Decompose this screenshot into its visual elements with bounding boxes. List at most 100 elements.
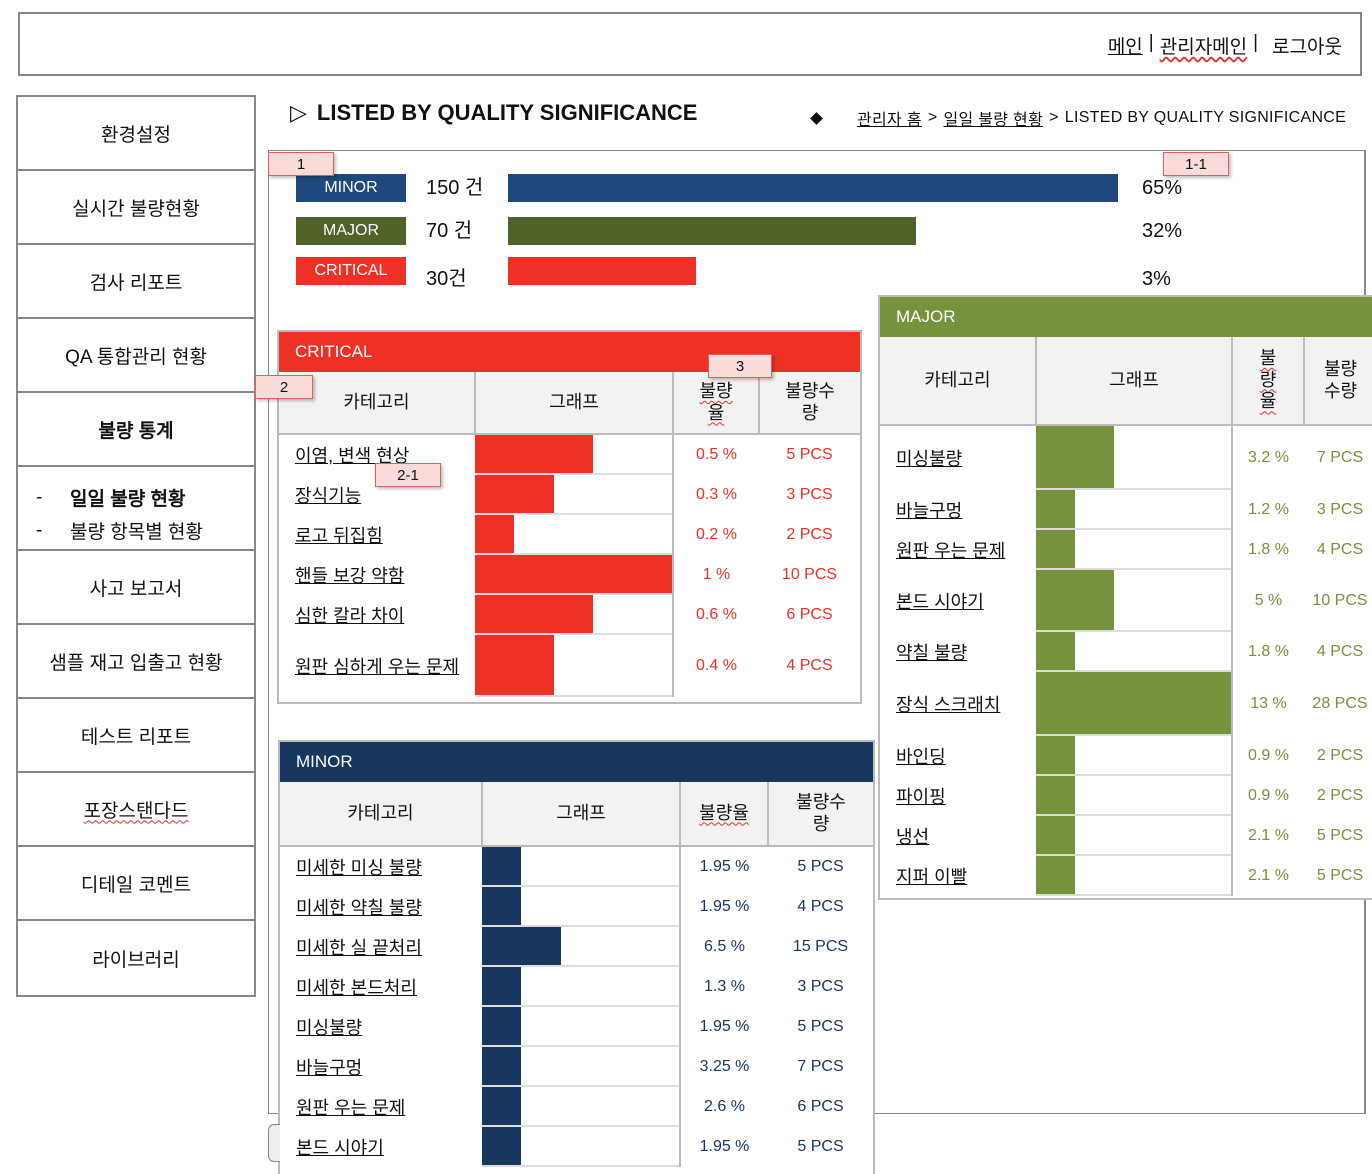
sidebar-item-library[interactable]: 라이브러리 (18, 921, 254, 995)
sidebar-item-defect-stats[interactable]: 불량 통계 (18, 393, 254, 467)
category-link[interactable]: 본드 시야기 (296, 1138, 384, 1158)
category-link[interactable]: 바인딩 (896, 747, 946, 767)
category-link[interactable]: 미싱불량 (296, 1018, 363, 1038)
category-link[interactable]: 원판 심하게 우는 문제 (295, 657, 460, 677)
rate-cell: 2.1 % (1248, 827, 1289, 844)
sidebar-item-qa-management[interactable]: QA 통합관리 현황 (18, 319, 254, 393)
summary-bar (508, 257, 696, 285)
category-link[interactable]: 바늘구멍 (296, 1058, 363, 1078)
sidebar-subitem-by-item[interactable]: - 불량 항목별 현황 (36, 514, 254, 547)
graph-track (482, 847, 679, 887)
graph-bar (482, 847, 522, 885)
sidebar-subitem-daily[interactable]: - 일일 불량 현황 (36, 481, 254, 514)
graph-bar (482, 967, 522, 1005)
graph-track (475, 635, 672, 697)
major-panel-header: MAJOR (880, 297, 1372, 337)
table-row: 원판 심하게 우는 문제 0.4 % 4 PCS (279, 635, 860, 697)
annotation-marker: 3 (708, 354, 772, 378)
category-link[interactable]: 미세한 본드처리 (296, 978, 417, 998)
graph-bar (1036, 776, 1075, 814)
qty-header-label: 불량수량 (1323, 358, 1358, 401)
category-link[interactable]: 미세한 약칠 불량 (296, 898, 422, 918)
nav-separator: | (1253, 32, 1259, 53)
sidebar-item-packaging-standard[interactable]: 포장스탠다드 (18, 773, 254, 847)
rate-cell: 2.6 % (704, 1098, 745, 1115)
breadcrumb-daily-defects[interactable]: 일일 불량 현황 (943, 112, 1044, 129)
rate-cell: 1.95 % (699, 898, 750, 915)
graph-cell (475, 635, 674, 697)
graph-bar (1036, 672, 1231, 734)
category-link[interactable]: 핸들 보강 약함 (295, 566, 405, 586)
sidebar-item-test-report[interactable]: 테스트 리포트 (18, 699, 254, 773)
category-cell: 미세한 본드처리 (280, 967, 482, 1007)
breadcrumb-separator: > (1049, 109, 1059, 126)
category-cell: 바늘구멍 (880, 490, 1036, 530)
table-row: 본드 시야기 5 % 10 PCS (880, 570, 1372, 632)
qty-cell: 7 PCS (797, 1058, 844, 1075)
category-link[interactable]: 장식 스크래치 (896, 695, 1001, 715)
bullet: - (36, 519, 43, 541)
category-link[interactable]: 이염, 변색 현상 (295, 446, 410, 466)
graph-bar (1036, 490, 1075, 528)
nav-main-link[interactable]: 메인 (1107, 37, 1143, 58)
nav-admin-main-link[interactable]: 관리자메인 (1159, 37, 1248, 58)
graph-bar (475, 635, 554, 695)
category-link[interactable]: 장식기능 (295, 486, 362, 506)
category-link[interactable]: 미싱불량 (896, 449, 963, 469)
graph-track (475, 515, 672, 555)
sidebar-item-realtime-defects[interactable]: 실시간 불량현황 (18, 171, 254, 245)
graph-bar (475, 435, 594, 473)
category-link[interactable]: 지퍼 이빨 (896, 867, 968, 887)
table-row: 파이핑 0.9 % 2 PCS (880, 776, 1372, 816)
qty-cell: 4 PCS (1316, 643, 1364, 660)
table-row: 이염, 변색 현상 0.5 % 5 PCS (279, 434, 860, 475)
sidebar-item-inspection-report[interactable]: 검사 리포트 (18, 245, 254, 319)
diamond-icon (810, 111, 823, 125)
category-cell: 로고 뒤집힘 (279, 515, 475, 555)
column-header-graph: 그래프 (482, 782, 681, 847)
category-link[interactable]: 원판 우는 문제 (896, 541, 1006, 561)
sidebar-item-settings[interactable]: 환경설정 (18, 97, 254, 171)
graph-cell (475, 515, 674, 555)
category-link[interactable]: 바늘구멍 (896, 501, 963, 521)
critical-panel-header: CRITICAL (279, 332, 860, 372)
category-link[interactable]: 냉선 (896, 827, 930, 847)
sidebar-item-sample-stock[interactable]: 샘플 재고 입출고 현황 (18, 625, 254, 699)
category-cell: 장식 스크래치 (880, 672, 1036, 736)
category-cell: 약칠 불량 (880, 632, 1036, 672)
qty-cell: 3 PCS (797, 978, 844, 995)
minor-panel-header: MINOR (280, 742, 873, 782)
category-link[interactable]: 미세한 미싱 불량 (296, 858, 422, 878)
major-panel: MAJOR 카테고리 그래프 불량율 불량수량 미싱불량 3.2 % 7 PCS 바늘… (878, 295, 1372, 900)
category-link[interactable]: 파이핑 (896, 787, 946, 807)
category-link[interactable]: 미세한 실 끝처리 (296, 938, 422, 958)
category-cell: 미세한 미싱 불량 (280, 846, 482, 887)
table-row: 바늘구멍 3.25 % 7 PCS (280, 1047, 873, 1087)
category-cell: 미싱불량 (280, 1007, 482, 1047)
nav-logout-link[interactable]: 로그아웃 (1272, 37, 1342, 58)
page-title-text: LISTED BY QUALITY SIGNIFICANCE (316, 100, 698, 125)
sidebar: 환경설정 실시간 불량현황 검사 리포트 QA 통합관리 현황 불량 통계 - 일… (16, 95, 256, 997)
sidebar-submenu: - 일일 불량 현황 - 불량 항목별 현황 (18, 467, 254, 551)
rate-cell: 1.2 % (1248, 501, 1289, 518)
category-link[interactable]: 원판 우는 문제 (296, 1098, 406, 1118)
sidebar-item-incident-report[interactable]: 사고 보고서 (18, 551, 254, 625)
category-link[interactable]: 로고 뒤집힘 (295, 526, 383, 546)
table-row: 심한 칼라 차이 0.6 % 6 PCS (279, 595, 860, 635)
rate-cell: 6.5 % (704, 938, 745, 955)
triangle-right-icon: ▷ (290, 100, 307, 125)
category-link[interactable]: 본드 시야기 (896, 592, 984, 612)
sidebar-item-detail-comment[interactable]: 디테일 코멘트 (18, 847, 254, 921)
summary-count: 150 건 (426, 177, 484, 199)
annotation-marker: 2-1 (375, 463, 441, 487)
rate-header-label: 불량율 (699, 802, 749, 823)
qty-cell: 3 PCS (786, 486, 833, 503)
graph-track (482, 1087, 679, 1127)
scroll-handle[interactable] (268, 1124, 280, 1162)
breadcrumb-separator: > (927, 109, 938, 126)
breadcrumb-admin-home[interactable]: 관리자 홈 (857, 112, 922, 129)
category-link[interactable]: 심한 칼라 차이 (295, 606, 405, 626)
graph-cell (482, 1047, 681, 1087)
graph-cell (1036, 672, 1233, 736)
category-link[interactable]: 약칠 불량 (896, 643, 968, 663)
